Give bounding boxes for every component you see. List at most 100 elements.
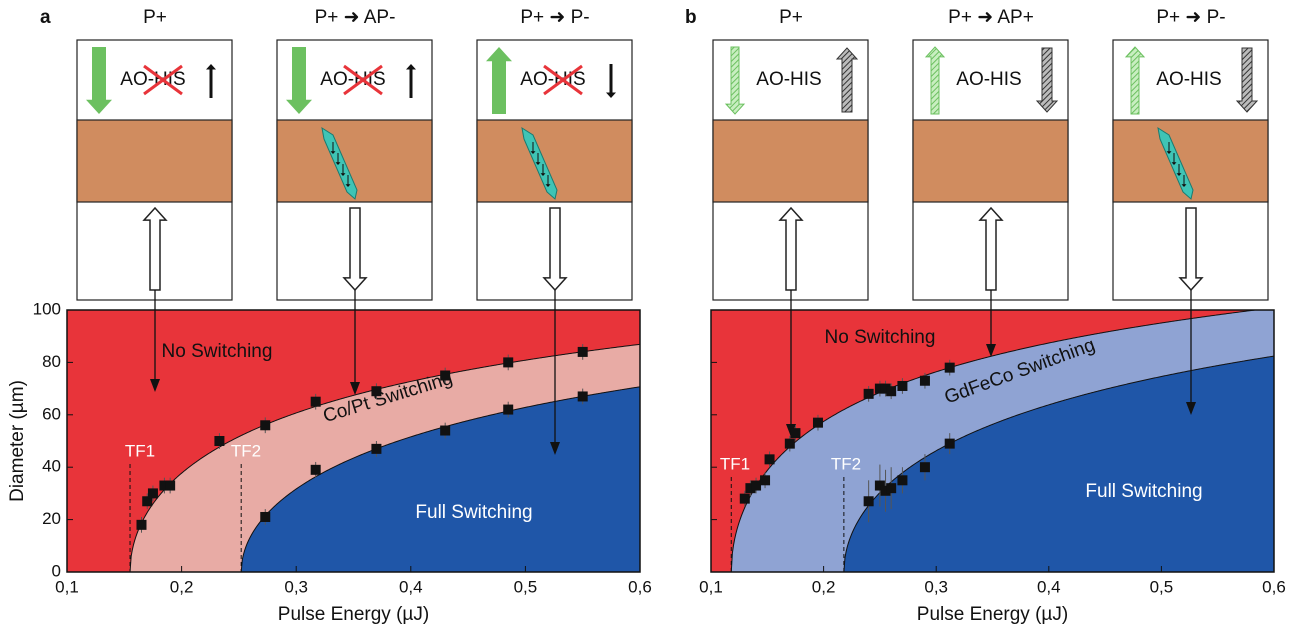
marker — [897, 475, 908, 486]
plot-frame — [710, 309, 1275, 573]
x-tick-label: 0,3 — [924, 577, 948, 596]
x-tick-label: 0,2 — [812, 577, 836, 596]
pointer-head — [350, 382, 360, 395]
marker — [440, 425, 451, 436]
moment-arrow — [1035, 47, 1059, 113]
y-tick-label: 80 — [42, 352, 61, 371]
pointer-head — [1186, 402, 1196, 415]
marker — [260, 511, 271, 522]
beam-arrow — [342, 207, 368, 292]
state-title: P+ ➜ P- — [520, 7, 589, 28]
moment-arrow — [486, 47, 512, 114]
beam-arrow — [778, 206, 804, 291]
marker — [944, 438, 955, 449]
state-text: AO-HIS — [756, 69, 821, 90]
x-tick-label: 0,3 — [284, 577, 308, 596]
y-tick-label: 0 — [52, 561, 61, 580]
threshold-label: TF2 — [231, 441, 261, 460]
region-label: Full Switching — [415, 502, 532, 523]
region-label: No Switching — [825, 327, 936, 348]
panel-letter: a — [40, 7, 51, 28]
marker — [863, 388, 874, 399]
beam-arrow — [978, 206, 1004, 291]
state-title: P+ — [143, 7, 167, 28]
pointer-head — [550, 442, 560, 455]
marker — [880, 383, 891, 394]
x-axis-label: Pulse Energy (µJ) — [917, 604, 1068, 625]
marker — [944, 362, 955, 373]
moment-arrow — [724, 46, 746, 115]
marker — [739, 493, 750, 504]
domain-arrow — [535, 153, 541, 165]
y-tick-label: 100 — [33, 299, 61, 318]
cross — [343, 64, 383, 96]
moment-arrow — [835, 47, 859, 113]
x-tick-label: 0,1 — [699, 577, 723, 596]
marker — [790, 428, 801, 439]
moment-arrow — [86, 47, 112, 114]
state-title: P+ ➜ AP+ — [948, 7, 1034, 28]
marker — [577, 346, 588, 357]
domain-arrow — [545, 175, 551, 187]
marker — [874, 383, 885, 394]
x-tick-label: 0,6 — [1262, 577, 1286, 596]
x-tick-label: 0,4 — [1037, 577, 1061, 596]
marker — [165, 480, 176, 491]
moment-arrow — [286, 47, 312, 114]
marker — [886, 483, 897, 494]
film-layer — [912, 119, 1069, 203]
region-label: No Switching — [162, 341, 273, 362]
film-layer — [76, 119, 233, 203]
marker — [310, 464, 321, 475]
threshold-label: TF1 — [125, 441, 155, 460]
pointer-head — [150, 379, 160, 392]
marker — [159, 480, 170, 491]
x-tick-label: 0,5 — [514, 577, 538, 596]
x-tick-label: 0,4 — [399, 577, 423, 596]
marker — [577, 391, 588, 402]
x-tick-label: 0,2 — [170, 577, 194, 596]
marker — [919, 375, 930, 386]
panel-letter: b — [685, 7, 697, 28]
marker — [136, 519, 147, 530]
domain-arrow — [1176, 164, 1182, 176]
marker — [440, 370, 451, 381]
domain-arrow — [1166, 142, 1172, 154]
state-title: P+ — [779, 7, 803, 28]
marker — [863, 496, 874, 507]
beam-arrow — [142, 206, 168, 291]
marker — [147, 488, 158, 499]
region — [843, 355, 1274, 572]
marker — [310, 396, 321, 407]
marker — [874, 480, 885, 491]
cross — [143, 64, 183, 96]
domain-arrow — [330, 142, 336, 154]
marker — [142, 496, 153, 507]
beam-arrow — [1178, 207, 1204, 292]
marker — [371, 443, 382, 454]
marker — [919, 462, 930, 473]
beam-arrow — [542, 207, 568, 292]
marker — [897, 380, 908, 391]
threshold-label: TF2 — [831, 454, 861, 473]
marker — [503, 357, 514, 368]
state-text: AO-HIS — [956, 69, 1021, 90]
marker — [886, 386, 897, 397]
marker — [751, 480, 762, 491]
x-axis-label: Pulse Energy (µJ) — [278, 604, 429, 625]
x-tick-label: 0,5 — [1150, 577, 1174, 596]
domain-arrow — [345, 175, 351, 187]
y-axis-label: Diameter (µm) — [7, 380, 28, 502]
moment-arrow — [924, 46, 946, 115]
x-tick-label: 0,1 — [55, 577, 79, 596]
plot — [67, 310, 640, 572]
moment-arrow — [1235, 47, 1259, 113]
domain-arrow — [1181, 175, 1187, 187]
state-title: P+ ➜ AP- — [315, 7, 396, 28]
film-layer — [712, 119, 869, 203]
marker — [260, 420, 271, 431]
region-label: Full Switching — [1085, 481, 1202, 502]
marker — [784, 438, 795, 449]
marker — [371, 386, 382, 397]
